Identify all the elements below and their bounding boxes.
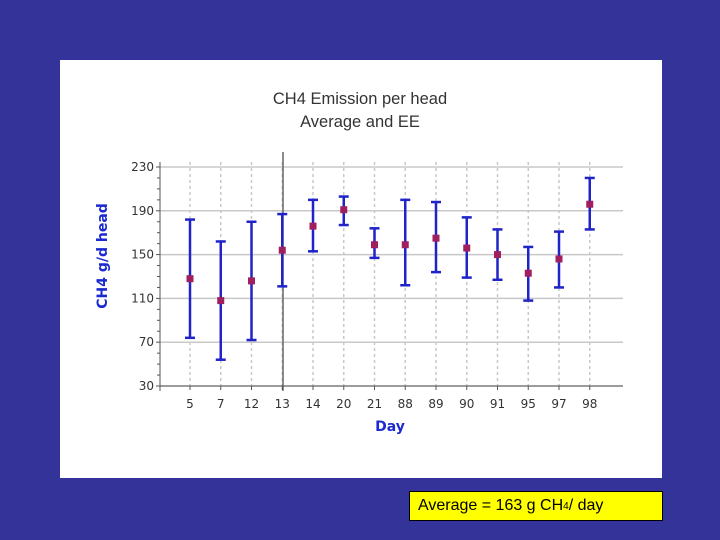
data-point	[524, 269, 532, 277]
x-tick-label: 14	[305, 397, 320, 411]
chart-panel: CH4 Emission per head Average and EE 30 7…	[60, 60, 662, 478]
y-tick-label: 150	[131, 248, 154, 262]
data-point	[340, 206, 348, 214]
data-point	[586, 200, 594, 208]
data-points	[186, 200, 594, 305]
x-axis-title: Day	[375, 419, 405, 435]
y-axis-title: CH4 g/d head	[95, 203, 111, 309]
data-point	[278, 246, 286, 254]
average-subscript: 4	[563, 500, 569, 512]
y-tick-label: 190	[131, 204, 154, 218]
x-tick-label: 90	[459, 397, 474, 411]
tick-labels: 30 70 110 150 190 230 5 7 12 13 14 20 21 88 89 90 91 95 97…	[131, 160, 597, 411]
x-tick-label: 88	[398, 397, 413, 411]
y-tick-label: 230	[131, 160, 154, 174]
data-point	[555, 255, 563, 263]
x-tick-label: 12	[244, 397, 259, 411]
data-point	[371, 241, 378, 249]
data-point	[432, 234, 440, 242]
data-point	[186, 275, 194, 283]
chart-title: CH4 Emission per head	[273, 90, 447, 108]
data-point	[217, 297, 225, 305]
data-point	[248, 277, 255, 285]
average-annotation: Average = 163 g CH 4 / day	[409, 491, 663, 521]
chart-subtitle: Average and EE	[300, 113, 420, 131]
average-text: Average = 163 g CH	[418, 497, 564, 514]
data-point	[401, 241, 409, 249]
data-point	[494, 251, 501, 259]
y-tick-label: 30	[139, 379, 154, 393]
data-point	[309, 222, 317, 230]
axes	[156, 162, 623, 391]
x-tick-label: 21	[367, 397, 382, 411]
x-tick-label: 91	[490, 397, 505, 411]
x-tick-label: 5	[186, 397, 194, 411]
y-tick-label: 70	[139, 335, 154, 349]
data-point	[463, 244, 471, 252]
x-tick-label: 7	[217, 397, 225, 411]
x-tick-label: 89	[428, 397, 443, 411]
y-tick-label: 110	[131, 291, 154, 305]
x-tick-label: 98	[582, 397, 597, 411]
grid	[160, 152, 623, 391]
chart: CH4 Emission per head Average and EE 30 7…	[95, 90, 623, 435]
error-bars	[185, 176, 595, 361]
x-tick-label: 13	[275, 397, 290, 411]
x-tick-label: 95	[521, 397, 536, 411]
average-unit: / day	[568, 497, 604, 514]
x-tick-label: 97	[551, 397, 566, 411]
x-tick-label: 20	[336, 397, 351, 411]
